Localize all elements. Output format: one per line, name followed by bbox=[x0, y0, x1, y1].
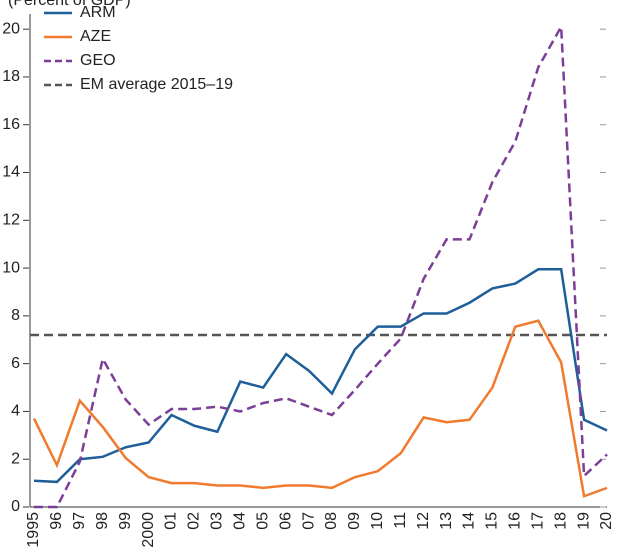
y-tick-label: 10 bbox=[2, 259, 20, 276]
x-tick-label: 08 bbox=[323, 512, 340, 530]
x-tick-label: 13 bbox=[438, 512, 455, 530]
x-tick-label: 15 bbox=[484, 512, 501, 530]
legend-label: EM average 2015–19 bbox=[80, 76, 233, 93]
x-tick-label: 05 bbox=[254, 512, 271, 530]
x-tick-label: 09 bbox=[346, 512, 363, 530]
x-tick-label: 04 bbox=[231, 512, 248, 530]
x-tick-label: 12 bbox=[415, 512, 432, 530]
x-tick-label: 14 bbox=[461, 512, 478, 530]
x-tick-label: 99 bbox=[117, 512, 134, 530]
series-line bbox=[34, 22, 608, 509]
x-tick-label: 16 bbox=[507, 512, 524, 530]
x-tick-label: 06 bbox=[277, 512, 294, 530]
x-tick-label: 2000 bbox=[140, 512, 157, 548]
x-tick-label: 96 bbox=[48, 512, 65, 530]
x-tick-label: 98 bbox=[94, 512, 111, 530]
y-tick-label: 8 bbox=[11, 307, 20, 324]
y-tick-label: 14 bbox=[2, 164, 20, 181]
y-tick-label: 4 bbox=[11, 403, 20, 420]
x-tick-label: 02 bbox=[186, 512, 203, 530]
x-tick-label: 1995 bbox=[25, 512, 42, 548]
x-tick-label: 03 bbox=[209, 512, 226, 530]
y-tick-label: 12 bbox=[2, 212, 20, 229]
y-tick-label: 2 bbox=[11, 450, 20, 467]
y-tick-label: 16 bbox=[2, 116, 20, 133]
x-tick-label: 19 bbox=[575, 512, 592, 530]
y-tick-label: 0 bbox=[11, 498, 20, 515]
y-tick-label: 18 bbox=[2, 68, 20, 85]
subtitle: (Percent of GDP) bbox=[8, 0, 131, 9]
legend-label: GEO bbox=[80, 52, 116, 69]
x-tick-label: 20 bbox=[598, 512, 615, 530]
legend-label: AZE bbox=[80, 28, 111, 45]
series-line bbox=[33, 268, 608, 484]
y-tick-label: 6 bbox=[11, 355, 20, 372]
x-tick-label: 11 bbox=[392, 512, 409, 529]
series-line bbox=[32, 319, 608, 498]
x-tick-label: 18 bbox=[552, 512, 569, 530]
x-tick-label: 01 bbox=[163, 512, 180, 530]
x-tick-label: 97 bbox=[71, 512, 88, 530]
x-tick-label: 10 bbox=[369, 512, 386, 530]
x-tick-label: 17 bbox=[529, 512, 546, 530]
x-tick-label: 07 bbox=[300, 512, 317, 530]
y-tick-label: 20 bbox=[2, 20, 20, 37]
legend-label: ARM bbox=[80, 4, 116, 21]
